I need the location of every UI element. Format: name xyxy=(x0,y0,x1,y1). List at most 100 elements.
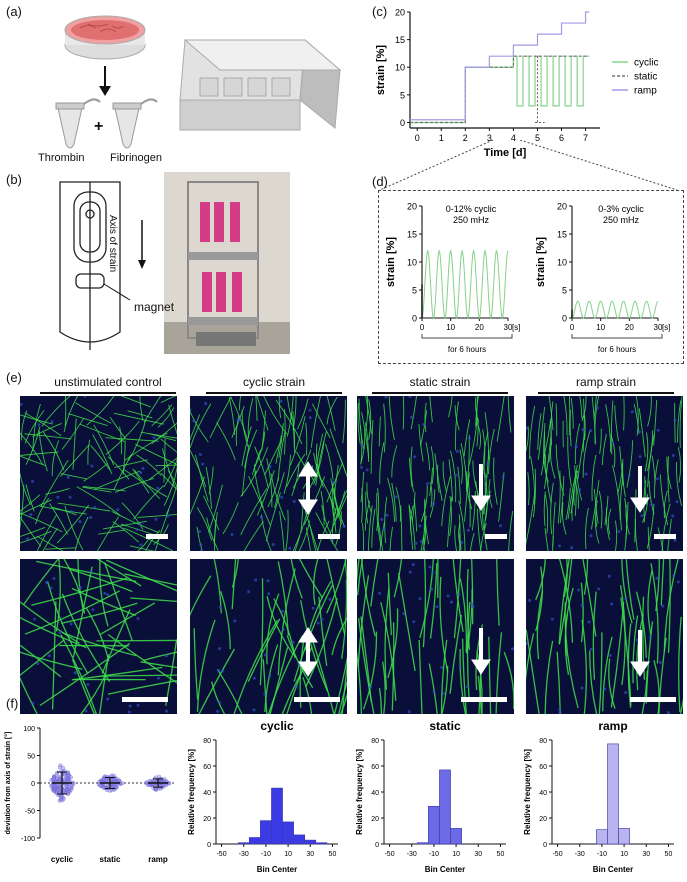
chart-d-right: 0 5 10 15 20 0 10 20 30 [s] strain [%] 0-3% cyclic2… xyxy=(535,202,670,355)
fiber xyxy=(109,416,126,439)
nucleus xyxy=(580,603,584,607)
fiber xyxy=(475,396,479,428)
nucleus xyxy=(271,543,275,547)
fiber xyxy=(122,440,126,475)
nucleus xyxy=(68,495,72,499)
nucleus xyxy=(414,541,418,545)
fiber xyxy=(621,559,633,624)
fiber xyxy=(151,422,177,445)
nucleus xyxy=(385,513,389,517)
header-unstimulated: unstimulated control xyxy=(54,375,162,389)
fiber xyxy=(388,396,395,441)
x-tick-label: -10 xyxy=(261,851,271,858)
fiber xyxy=(459,648,467,714)
fiber xyxy=(20,455,46,467)
fiber xyxy=(240,488,268,535)
fiber xyxy=(568,396,571,436)
fiber xyxy=(581,396,587,422)
fiber xyxy=(130,597,177,603)
nucleus xyxy=(252,708,256,712)
nucleus xyxy=(617,529,621,533)
panel-b-illustration xyxy=(59,172,290,354)
fiber xyxy=(190,476,205,515)
fiber xyxy=(439,576,449,673)
nucleus xyxy=(93,505,97,509)
nucleus xyxy=(584,472,588,476)
fiber xyxy=(102,520,147,530)
fiber xyxy=(636,614,644,691)
fiber xyxy=(211,681,226,714)
scatter-point xyxy=(56,775,61,780)
fiber xyxy=(582,559,597,637)
fiber xyxy=(305,527,311,551)
fiber xyxy=(391,445,398,478)
fiber xyxy=(64,396,67,427)
fiber xyxy=(459,578,468,653)
fiber xyxy=(256,396,269,431)
fiber xyxy=(286,396,293,420)
nucleus xyxy=(570,546,574,550)
chart-d-left: 0 5 10 15 20 0 10 20 30 [s] strain [%] 0-12% cyclic… xyxy=(385,202,520,355)
fiber xyxy=(667,456,670,503)
header-underline-unstimulated xyxy=(40,392,176,394)
fiber xyxy=(471,559,474,625)
fiber xyxy=(449,614,463,694)
fiber xyxy=(364,422,369,463)
y-axis-label: strain [%] xyxy=(535,237,547,287)
fiber xyxy=(608,658,616,709)
fiber xyxy=(422,559,427,648)
annotation: 250 mHz xyxy=(453,215,490,225)
y-tick-label: 40 xyxy=(203,790,211,797)
fiber xyxy=(100,674,177,677)
fiber xyxy=(338,680,347,714)
nucleus xyxy=(152,436,156,440)
fiber xyxy=(610,400,614,455)
fiber xyxy=(360,616,372,703)
fiber xyxy=(128,420,147,461)
fiber xyxy=(298,559,323,599)
nucleus xyxy=(486,462,490,466)
bioreactor-diagram xyxy=(59,181,121,350)
fiber xyxy=(581,619,588,714)
fiber xyxy=(96,639,177,642)
fiber xyxy=(64,505,84,551)
fiber xyxy=(411,491,416,522)
fiber xyxy=(679,396,683,448)
nucleus xyxy=(428,565,432,569)
nucleus xyxy=(526,426,528,430)
x-tick-label: -30 xyxy=(239,851,249,858)
fiber xyxy=(20,516,42,547)
nucleus xyxy=(308,408,312,412)
nucleus xyxy=(154,517,158,521)
nucleus xyxy=(89,516,93,520)
fiber xyxy=(589,650,598,714)
fiber xyxy=(326,559,346,635)
nucleus xyxy=(411,563,415,567)
nucleus xyxy=(221,669,225,673)
fiber xyxy=(580,582,584,643)
nucleus xyxy=(467,436,471,440)
nucleus xyxy=(675,500,679,504)
fiber xyxy=(194,454,209,502)
y-tick-label: 0 xyxy=(375,842,379,849)
fiber xyxy=(663,559,679,653)
fiber xyxy=(357,618,375,714)
nucleus xyxy=(254,578,258,582)
nucleus xyxy=(106,697,110,701)
fiber xyxy=(290,559,303,599)
fiber xyxy=(82,486,126,492)
y-tick-label: 40 xyxy=(371,790,379,797)
fiber xyxy=(231,559,239,588)
fiber xyxy=(20,526,46,538)
fiber xyxy=(449,495,452,537)
scatter-point xyxy=(65,778,70,783)
fiber xyxy=(266,458,273,507)
nucleus xyxy=(607,574,611,578)
fiber xyxy=(331,617,347,656)
nucleus xyxy=(201,462,205,466)
arrow-down-icon xyxy=(138,220,146,269)
fiber xyxy=(402,396,405,430)
fiber xyxy=(341,579,347,659)
fiber xyxy=(86,396,115,426)
fiber xyxy=(537,406,546,460)
